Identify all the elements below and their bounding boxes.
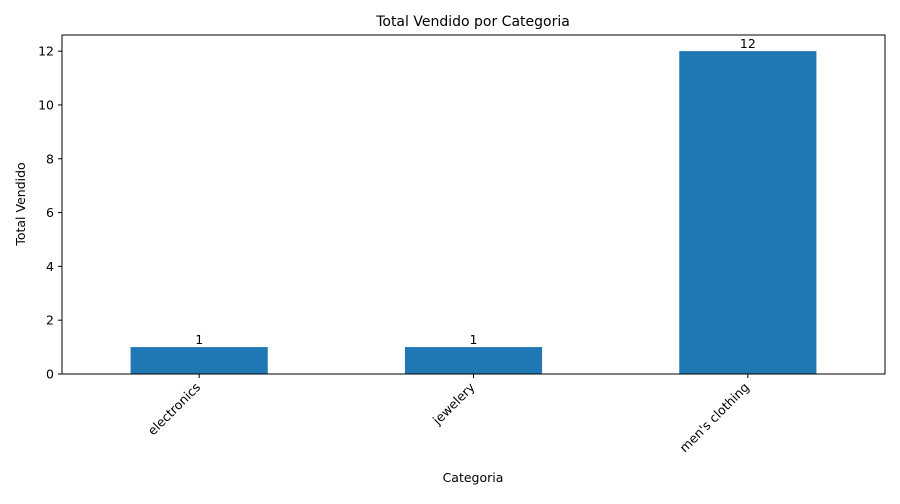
y-tick-label: 12 [38,44,54,59]
y-tick-label: 6 [46,205,54,220]
y-axis-label: Total Vendido [13,162,28,246]
bar-men-s-clothing [679,51,817,375]
bar-electronics [130,347,268,374]
x-tick-label: men's clothing [676,380,752,456]
y-tick-label: 4 [46,259,54,274]
bar-value-label: 1 [195,332,203,347]
bar-value-label: 1 [470,332,478,347]
y-tick-label: 10 [38,97,54,112]
chart-title: Total Vendido por Categoria [375,14,570,30]
x-tick-label: jewelery [429,379,478,428]
bar-jewelery [404,347,543,374]
bar-value-label: 12 [740,36,756,51]
y-tick-label: 8 [46,151,54,166]
y-tick-label: 2 [46,313,54,328]
x-axis-label: Categoria [443,470,504,485]
y-tick-label: 0 [46,367,54,382]
x-tick-label: electronics [145,380,204,439]
